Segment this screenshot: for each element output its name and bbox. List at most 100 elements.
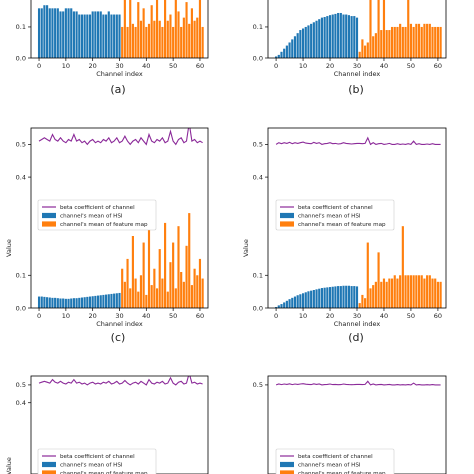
x-tick-label: 20 [326, 62, 334, 70]
hsi-bar [51, 297, 54, 308]
hsi-bar [118, 292, 121, 308]
feature-bar [366, 242, 369, 308]
hsi-bar [323, 17, 326, 58]
hsi-bar [350, 286, 353, 308]
panel-label-c: (c) [111, 331, 126, 344]
feature-bar [377, 0, 380, 58]
chart-panel-a: 0 10 20 30 40 50 60 0.0 0.1 Channel index [16, 0, 209, 78]
y-tick-label: 0.5 [253, 381, 263, 389]
legend-label-beta: beta coefficient of channel [298, 454, 373, 460]
legend-label-feature: channel's mean of feature map [298, 222, 386, 228]
hsi-bar [334, 13, 337, 58]
legend-label-beta: beta coefficient of channel [60, 205, 135, 211]
legend-c: beta coefficient of channel channel's mea… [37, 199, 157, 231]
feature-bar [166, 291, 169, 308]
hsi-bar [118, 14, 121, 58]
plot-area-b [275, 0, 442, 58]
feature-bar [142, 8, 145, 58]
legend-label-feature: channel's mean of feature map [60, 471, 148, 474]
x-axis-label: Channel index [96, 70, 143, 78]
hsi-bar [96, 11, 100, 58]
x-tick-label: 0 [37, 62, 41, 70]
hsi-bar [59, 298, 62, 308]
hsi-bar [326, 287, 329, 308]
feature-bar [131, 236, 134, 308]
feature-bar [150, 5, 153, 58]
feature-bar [139, 275, 143, 308]
feature-bar [198, 258, 202, 308]
legend-swatch-feature [280, 470, 294, 474]
hsi-bar [37, 296, 41, 308]
hsi-bar [291, 297, 294, 308]
hsi-bar [312, 22, 315, 58]
feature-bar [196, 275, 199, 308]
feature-bar [147, 226, 151, 308]
feature-bar [158, 249, 161, 308]
legend-box [37, 448, 157, 474]
feature-bar [409, 23, 413, 58]
x-tick-label: 30 [115, 312, 123, 320]
hsi-bar [355, 286, 359, 308]
x-tick-label: 40 [142, 62, 150, 70]
hsi-bar [296, 33, 299, 58]
feature-bar [434, 26, 437, 58]
feature-bar [374, 281, 377, 308]
feature-bar [423, 278, 426, 308]
x-tick-label: 20 [89, 312, 97, 320]
feature-bar [417, 23, 421, 58]
feature-bar [393, 26, 396, 58]
x-tick-label: 20 [89, 62, 97, 70]
feature-bar [174, 0, 177, 58]
hsi-bar [40, 8, 43, 58]
legend-swatch-hsi [280, 461, 294, 468]
beta-line [275, 136, 441, 146]
hsi-bar [296, 295, 299, 308]
feature-bar [126, 258, 129, 308]
feature-bar [415, 23, 418, 58]
hsi-bar [293, 296, 297, 308]
x-tick-label: 50 [407, 312, 415, 320]
y-axis-label: Value [5, 457, 13, 474]
plot-area-a [37, 0, 204, 58]
feature-bar [137, 2, 140, 58]
feature-bar [198, 0, 202, 58]
feature-bar [364, 45, 367, 58]
feature-bar [412, 26, 415, 58]
hsi-bar [307, 291, 310, 308]
hsi-bar [277, 54, 280, 58]
feature-bar [188, 23, 191, 58]
feature-bar [393, 275, 396, 308]
hsi-bar [115, 293, 118, 308]
hsi-bar [285, 45, 288, 58]
feature-bar [426, 23, 429, 58]
hsi-bar [345, 285, 348, 308]
legend-label-hsi: channel's mean of HSI [298, 214, 361, 220]
feature-bar [131, 23, 134, 58]
x-tick-label: 10 [299, 312, 307, 320]
feature-bar [169, 262, 172, 308]
feature-bar [436, 281, 439, 308]
panel-label-d: (d) [348, 331, 364, 344]
feature-bar [436, 26, 439, 58]
x-tick-label: 60 [434, 62, 442, 70]
plot-area-f [275, 380, 441, 386]
x-tick-label: 40 [142, 312, 150, 320]
beta-line [38, 128, 203, 146]
hsi-bar [83, 297, 86, 308]
feature-bar [177, 226, 180, 308]
hsi-bar [88, 14, 92, 58]
hsi-bar [315, 20, 318, 58]
feature-bar [358, 51, 361, 58]
hsi-bar [110, 14, 113, 58]
feature-bar [172, 26, 175, 58]
x-tick-label: 50 [169, 312, 177, 320]
hsi-bar [72, 11, 75, 58]
feature-bar [142, 242, 145, 308]
hsi-bar [275, 307, 278, 308]
feature-bar [428, 23, 431, 58]
feature-bar [153, 268, 156, 308]
feature-bar [161, 278, 164, 308]
feature-bar [121, 26, 124, 58]
feature-bar [188, 213, 191, 308]
feature-bar [153, 20, 156, 58]
